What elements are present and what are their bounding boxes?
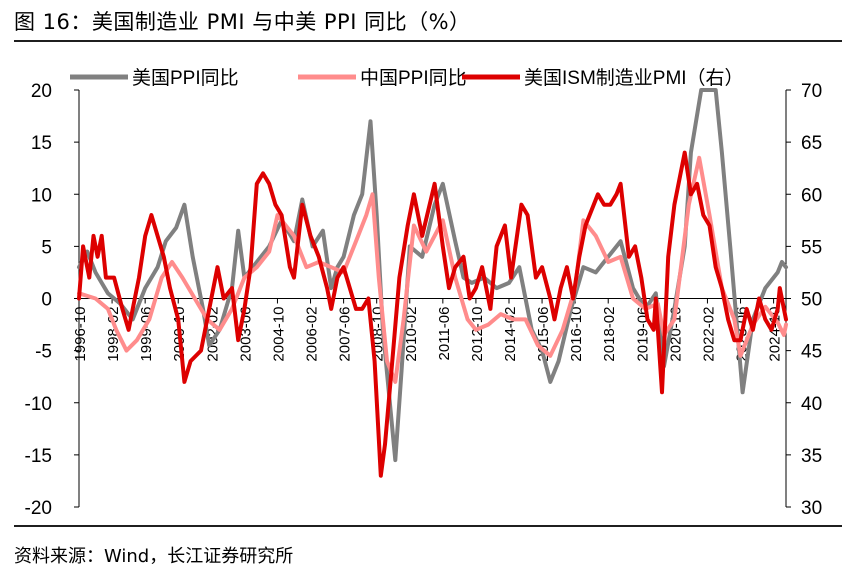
x-tick-label: 1998-02 [105,307,122,362]
right-tick-label: 50 [801,290,822,311]
left-tick-label: 5 [41,237,52,258]
left-tick-label: -10 [25,394,52,415]
x-tick-label: 2018-02 [601,307,618,362]
right-tick-label: 45 [801,342,822,363]
right-tick-label: 70 [801,81,822,102]
x-tick-label: 1996-10 [72,307,89,362]
series-line [77,150,788,478]
chart-title: 图 16：美国制造业 PMI 与中美 PPI 同比（%） [14,10,471,34]
left-tick-label: 10 [31,185,52,206]
right-tick-label: 60 [801,185,822,206]
left-tick-label: 0 [41,290,52,311]
x-tick-label: 2024-10 [767,307,784,362]
chart-axes: 20151050-5-10-15-20706560555045403530199… [25,81,823,519]
x-tick-label: 2016-10 [568,307,585,362]
series-line [77,155,788,384]
x-tick-label: 2011-06 [436,307,453,361]
source-note: 资料来源：Wind，长江证券研究所 [14,546,294,567]
x-tick-label: 2007-06 [337,307,354,362]
right-tick-label: 35 [801,446,822,467]
right-tick-label: 40 [801,394,822,415]
left-tick-label: -20 [25,498,52,519]
x-tick-label: 2010-02 [403,307,420,362]
chart-legend: 美国PPI同比 中国PPI同比 美国ISM制造业PMI（右） [70,67,744,89]
right-tick-label: 30 [801,498,822,519]
left-tick-label: -5 [35,342,52,363]
right-tick-label: 55 [801,237,822,258]
x-tick-label: 2004-10 [270,307,287,362]
right-tick-label: 65 [801,133,822,154]
left-tick-label: -15 [25,446,52,467]
chart-series [77,88,788,478]
legend-label: 中国PPI同比 [360,67,467,89]
legend-label: 美国PPI同比 [132,67,239,89]
bottom-divider [14,525,842,527]
top-divider [14,40,842,42]
left-tick-label: 20 [31,81,52,102]
x-tick-label: 2012-10 [469,307,486,362]
left-tick-label: 15 [31,133,52,154]
x-tick-label: 2022-02 [700,307,717,362]
x-tick-label: 2006-02 [304,307,321,362]
legend-label: 美国ISM制造业PMI（右） [524,67,744,89]
